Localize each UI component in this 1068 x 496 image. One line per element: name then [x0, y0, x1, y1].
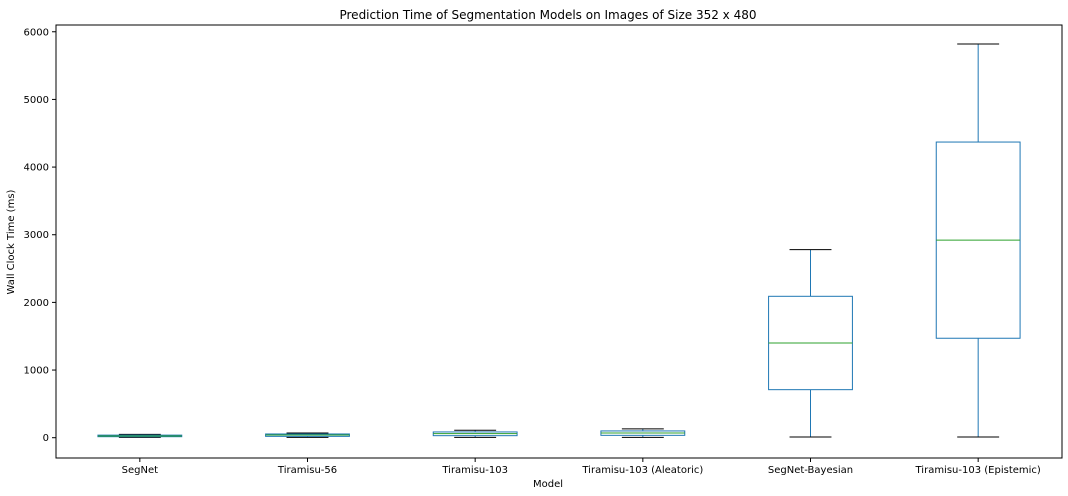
y-tick-label: 3000: [24, 230, 49, 241]
y-tick-label: 5000: [24, 95, 49, 106]
x-tick-label: SegNet-Bayesian: [768, 465, 853, 476]
chart-title: Prediction Time of Segmentation Models o…: [339, 8, 756, 22]
x-axis-label: Model: [533, 479, 563, 490]
plot-area: 0 1000 2000 3000 4000 5000 6000 SegNet Tiramisu-…: [24, 24, 1063, 476]
y-tick-label: 4000: [24, 163, 49, 174]
y-tick-label: 1000: [24, 366, 49, 377]
x-tick-label: Tiramisu-103: [441, 465, 508, 476]
y-tick-label: 2000: [24, 298, 49, 309]
x-tick-label: Tiramisu-56: [277, 465, 337, 476]
x-tick-label: SegNet: [122, 465, 158, 476]
x-tick-label: Tiramisu-103 (Epistemic): [915, 465, 1041, 476]
y-tick-label: 0: [43, 433, 49, 444]
y-axis-label: Wall Clock Time (ms): [6, 189, 17, 294]
y-tick-label: 6000: [24, 27, 49, 38]
x-tick-label: Tiramisu-103 (Aleatoric): [581, 465, 703, 476]
axes-frame: [55, 24, 1063, 459]
